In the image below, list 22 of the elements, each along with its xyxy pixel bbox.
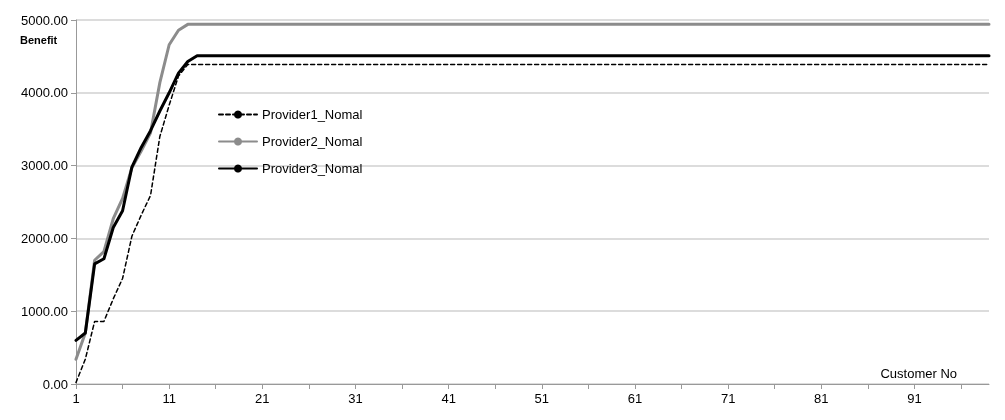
y-axis-title: Benefit — [20, 33, 58, 46]
y-tick-label: 5000.00 — [21, 12, 68, 28]
legend-label: Provider1_Nomal — [262, 107, 363, 122]
x-tick-label: 11 — [162, 391, 176, 406]
y-tick-label: 0.00 — [42, 376, 68, 392]
x-tick-label: 81 — [814, 391, 829, 406]
y-tick-label: 2000.00 — [21, 230, 68, 246]
line-series — [74, 22, 991, 361]
legend-label: Provider3_Nomal — [262, 161, 363, 176]
y-tick-label: 3000.00 — [21, 158, 68, 174]
y-tick-label: 4000.00 — [21, 85, 68, 101]
y-tick-label: 1000.00 — [21, 303, 68, 319]
x-axis-title: Customer No — [880, 366, 957, 381]
legend-label: Provider2_Nomal — [262, 134, 363, 149]
x-tick-label: 61 — [627, 391, 643, 406]
x-tick-label: 91 — [907, 391, 922, 406]
x-tick-label: 1 — [72, 391, 80, 406]
x-tick-label: 71 — [720, 391, 736, 406]
x-tick-label: 21 — [255, 391, 270, 406]
x-tick-label: 31 — [348, 391, 363, 406]
x-tick-label: 51 — [534, 391, 550, 406]
x-tick-label: 41 — [441, 391, 456, 406]
